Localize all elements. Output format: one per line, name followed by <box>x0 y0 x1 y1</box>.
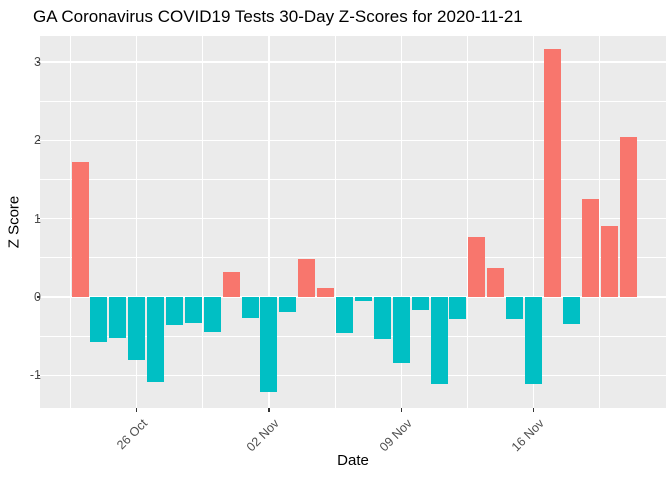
x-tick-label: 26 Oct <box>113 416 150 453</box>
bar-2020-11-20 <box>600 225 618 297</box>
bar-2020-11-19 <box>581 199 599 297</box>
y-axis-label: Z Score <box>5 195 23 249</box>
bar-2020-11-05 <box>317 288 335 297</box>
bar-2020-11-03 <box>279 297 297 312</box>
chart-panel <box>40 36 666 408</box>
x-axis-label: Date <box>337 452 369 469</box>
gridline <box>599 36 601 408</box>
bar-2020-10-23 <box>71 161 89 297</box>
gridline <box>40 374 666 376</box>
bar-2020-10-24 <box>90 297 108 342</box>
gridline <box>268 36 270 408</box>
bar-2020-10-25 <box>109 297 127 338</box>
bar-2020-11-01 <box>241 297 259 319</box>
bar-2020-11-07 <box>354 297 372 301</box>
bar-2020-11-09 <box>392 297 410 363</box>
bar-2020-11-13 <box>468 237 486 297</box>
gridline <box>400 36 402 408</box>
gridline <box>202 36 204 408</box>
x-tick-label: 09 Nov <box>376 416 415 455</box>
bar-2020-11-06 <box>336 297 354 334</box>
x-tick-label: 16 Nov <box>508 416 547 455</box>
y-tick-mark <box>36 296 40 298</box>
bar-2020-10-26 <box>128 297 146 360</box>
gridline <box>40 335 666 337</box>
gridline <box>466 36 468 408</box>
gridline <box>70 36 71 408</box>
chart-title: GA Coronavirus COVID19 Tests 30-Day Z-Sc… <box>33 7 523 26</box>
bar-2020-11-02 <box>260 297 278 392</box>
bar-2020-11-12 <box>449 297 467 319</box>
bar-2020-10-28 <box>165 297 183 326</box>
gridline <box>40 100 666 102</box>
bar-2020-11-14 <box>487 268 505 297</box>
bar-2020-10-30 <box>203 297 221 333</box>
x-tick-mark <box>268 408 270 412</box>
bar-2020-11-10 <box>411 297 429 310</box>
y-tick-label: 2 <box>34 133 41 148</box>
bar-2020-11-21 <box>619 137 637 297</box>
y-tick-mark <box>36 139 40 141</box>
gridline <box>40 139 666 142</box>
y-tick-label: 0 <box>34 290 41 304</box>
bar-2020-11-17 <box>543 48 561 297</box>
x-tick-mark <box>400 408 402 412</box>
gridline <box>40 61 666 63</box>
y-tick-label: 3 <box>34 55 41 70</box>
bar-2020-11-15 <box>506 297 524 319</box>
gridline <box>334 36 336 408</box>
x-tick-label: 02 Nov <box>244 416 283 455</box>
bar-2020-11-08 <box>373 297 391 340</box>
bar-2020-11-11 <box>430 297 448 384</box>
y-tick-mark <box>36 218 40 220</box>
gridline <box>40 218 666 220</box>
gridline <box>40 257 666 259</box>
bar-2020-10-29 <box>184 297 202 323</box>
gridline <box>40 296 666 298</box>
bar-2020-10-27 <box>147 297 165 383</box>
bar-2020-11-04 <box>298 259 316 297</box>
x-tick-mark <box>136 408 138 412</box>
gridline <box>532 36 535 408</box>
x-tick-mark <box>532 408 535 412</box>
y-tick-mark <box>36 374 40 376</box>
bar-2020-10-31 <box>222 271 240 297</box>
y-tick-label: 1 <box>34 211 41 226</box>
gridline <box>40 179 666 180</box>
bar-2020-11-18 <box>562 297 580 325</box>
y-tick-label: -1 <box>29 368 41 383</box>
gridline <box>135 36 138 408</box>
y-tick-mark <box>36 61 40 63</box>
bar-2020-11-16 <box>525 297 543 384</box>
